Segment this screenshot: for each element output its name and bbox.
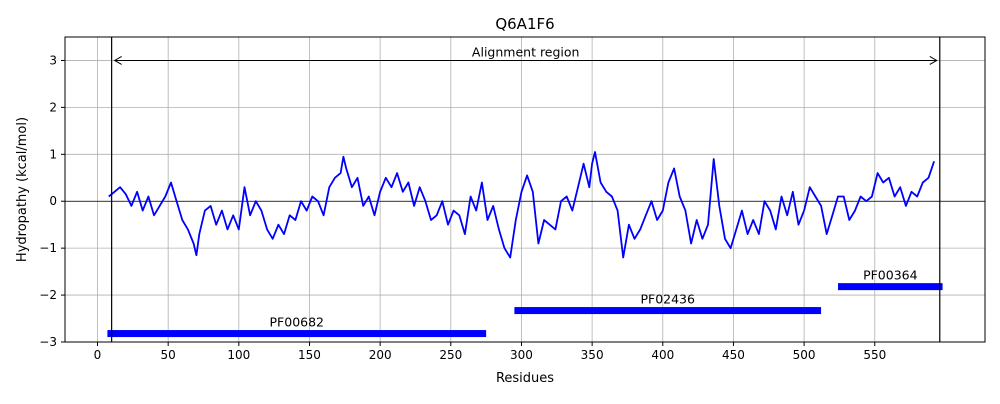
grid-lines bbox=[65, 37, 985, 343]
x-tick-label: 200 bbox=[369, 348, 392, 362]
x-tick-label: 100 bbox=[227, 348, 250, 362]
x-tick-label: 350 bbox=[581, 348, 604, 362]
y-axis-ticks: −3 −2 −1 0 1 2 3 bbox=[39, 53, 65, 349]
hydropathy-line bbox=[108, 151, 935, 259]
x-tick-label: 500 bbox=[793, 348, 816, 362]
x-tick-label: 50 bbox=[161, 348, 176, 362]
x-axis-label: Residues bbox=[496, 371, 554, 386]
alignment-arrow-right-head bbox=[929, 56, 938, 65]
y-tick-label: 2 bbox=[49, 100, 57, 114]
domain-label-pf00682: PF00682 bbox=[270, 315, 325, 330]
domain-bar-pf02436 bbox=[514, 307, 822, 315]
y-tick-label: −3 bbox=[39, 335, 57, 349]
x-tick-label: 300 bbox=[510, 348, 533, 362]
y-tick-label: −2 bbox=[39, 288, 57, 302]
x-tick-label: 150 bbox=[298, 348, 321, 362]
x-tick-label: 250 bbox=[439, 348, 462, 362]
chart-title: Q6A1F6 bbox=[495, 15, 554, 33]
series-layer bbox=[108, 151, 935, 259]
domain-bar-pf00364 bbox=[838, 283, 943, 291]
y-tick-label: 0 bbox=[49, 194, 57, 208]
alignment-layer: Alignment region bbox=[111, 37, 941, 342]
domain-bar-pf00682 bbox=[107, 330, 487, 338]
x-tick-label: 0 bbox=[94, 348, 102, 362]
x-tick-label: 400 bbox=[651, 348, 674, 362]
alignment-arrow-left-head bbox=[113, 56, 122, 65]
x-axis-ticks: 0 50 100 150 200 250 300 350 400 450 500 550 bbox=[94, 342, 886, 362]
x-tick-label: 450 bbox=[722, 348, 745, 362]
plot-frame bbox=[64, 36, 986, 343]
domain-label-pf02436: PF02436 bbox=[640, 292, 695, 307]
alignment-region-label: Alignment region bbox=[472, 44, 580, 59]
y-tick-label: 3 bbox=[49, 53, 57, 67]
domain-label-pf00364: PF00364 bbox=[863, 268, 918, 283]
domain-layer: PF00682 PF02436 PF00364 bbox=[107, 268, 943, 338]
y-tick-label: 1 bbox=[49, 147, 57, 161]
y-tick-label: −1 bbox=[39, 241, 57, 255]
x-tick-label: 550 bbox=[863, 348, 886, 362]
y-axis-label: Hydropathy (kcal/mol) bbox=[15, 117, 30, 262]
